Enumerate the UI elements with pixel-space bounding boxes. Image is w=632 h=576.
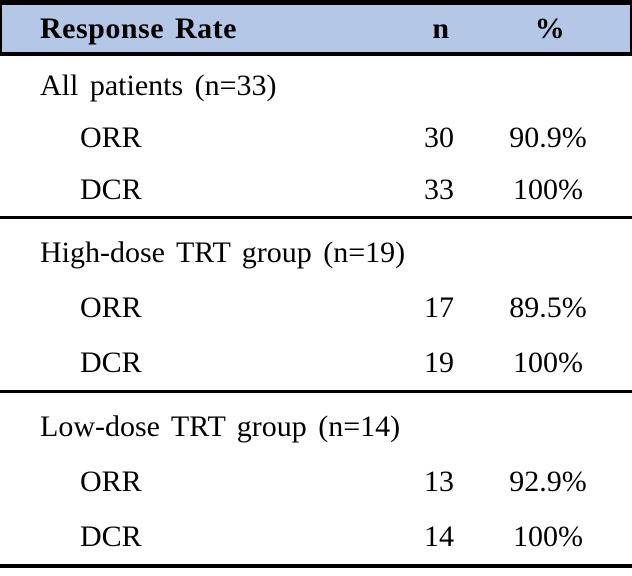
row-n-value: 30 [424,121,454,154]
header-response-rate: Response Rate [40,11,237,45]
section-high-dose-trt: High-dose TRT group (n=19) ORR 17 89.5% … [0,219,632,393]
row-n-value: 17 [424,290,454,324]
header-n: n [432,11,450,45]
row-percent-value: 100% [513,519,583,553]
group-label: Low-dose TRT group (n=14) [40,409,401,443]
section-all-patients: All patients (n=33) ORR 30 90.9% DCR 33 … [0,56,632,219]
section-low-dose-trt: Low-dose TRT group (n=14) ORR 13 92.9% D… [0,393,632,568]
table-row: DCR 33 100% [0,164,632,216]
row-percent-value: 100% [513,173,583,206]
row-n-value: 33 [424,173,454,206]
table-row: ORR 13 92.9% [0,454,632,509]
row-n-value: 13 [424,464,454,498]
row-label: ORR [80,290,142,324]
table-row: ORR 17 89.5% [0,280,632,335]
row-percent-value: 89.5% [509,290,587,324]
group-label-row: High-dose TRT group (n=19) [0,225,632,280]
row-n-value: 19 [424,345,454,379]
group-label-row: All patients (n=33) [0,60,632,112]
group-label: All patients (n=33) [40,69,277,102]
group-label-row: Low-dose TRT group (n=14) [0,399,632,454]
row-n-value: 14 [424,519,454,553]
row-percent-value: 90.9% [509,121,587,154]
row-label: DCR [80,345,142,379]
group-label: High-dose TRT group (n=19) [40,235,406,269]
row-label: DCR [80,519,142,553]
header-percent: % [534,11,566,45]
table-row: DCR 19 100% [0,335,632,390]
row-label: ORR [80,121,142,154]
table-header-row: Response Rate n % [0,0,632,56]
row-label: ORR [80,464,142,498]
row-percent-value: 100% [513,345,583,379]
row-label: DCR [80,173,142,206]
table-row: ORR 30 90.9% [0,112,632,164]
row-percent-value: 92.9% [509,464,587,498]
table-row: DCR 14 100% [0,509,632,564]
